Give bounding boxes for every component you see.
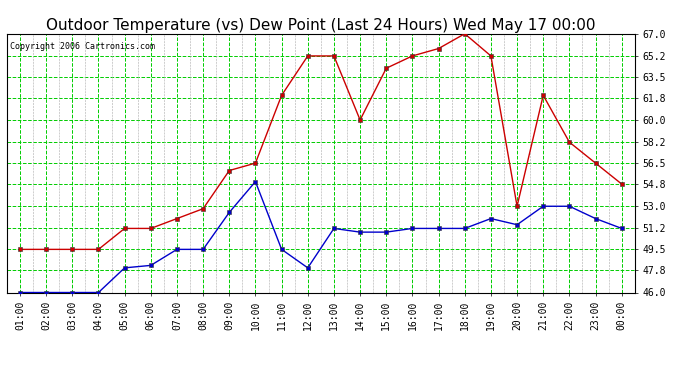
- Text: Copyright 2006 Cartronics.com: Copyright 2006 Cartronics.com: [10, 42, 155, 51]
- Title: Outdoor Temperature (vs) Dew Point (Last 24 Hours) Wed May 17 00:00: Outdoor Temperature (vs) Dew Point (Last…: [46, 18, 595, 33]
